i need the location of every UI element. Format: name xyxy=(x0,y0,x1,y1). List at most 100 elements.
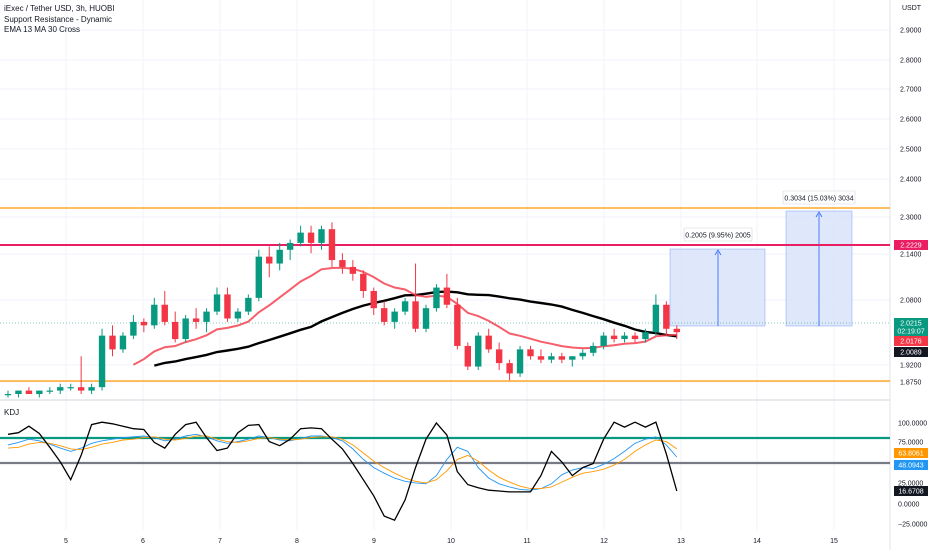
price-tick: 2.0800 xyxy=(900,298,922,305)
candle[interactable] xyxy=(307,225,315,254)
candle[interactable] xyxy=(652,294,660,336)
candle[interactable] xyxy=(454,297,461,350)
measure-box-2[interactable]: 0.3034 (15.03%) 3034 xyxy=(782,190,856,327)
candle[interactable] xyxy=(422,304,430,333)
candle[interactable] xyxy=(4,390,12,398)
candle[interactable] xyxy=(443,273,451,309)
candle-body xyxy=(25,390,33,395)
candle[interactable] xyxy=(381,301,388,326)
candle[interactable] xyxy=(548,352,555,364)
candle-body xyxy=(4,394,12,396)
kdj-d-line[interactable] xyxy=(7,435,678,490)
candle[interactable] xyxy=(318,225,325,250)
candle[interactable] xyxy=(213,287,221,316)
candle[interactable] xyxy=(119,332,127,353)
candle[interactable] xyxy=(631,332,639,343)
candle[interactable] xyxy=(130,315,137,340)
candle[interactable] xyxy=(642,328,649,343)
kdj-j-line[interactable] xyxy=(7,421,678,522)
candle[interactable] xyxy=(590,342,597,357)
candle[interactable] xyxy=(621,332,628,343)
candle-body xyxy=(370,290,377,309)
candle[interactable] xyxy=(57,383,64,395)
kdj-pane-title[interactable]: KDJ xyxy=(4,408,20,417)
candle[interactable] xyxy=(579,349,586,360)
candle[interactable] xyxy=(234,308,242,322)
candle[interactable] xyxy=(140,318,148,333)
candle[interactable] xyxy=(391,308,398,329)
candle[interactable] xyxy=(224,287,231,322)
candle-body xyxy=(172,321,179,340)
candle[interactable] xyxy=(527,345,534,360)
candle[interactable] xyxy=(485,328,492,353)
price-axis[interactable]: USDT 2.9000 2.8000 2.7000 2.6000 2.5000 2.4000… xyxy=(900,5,922,387)
kdj-k-line[interactable] xyxy=(7,433,678,491)
indicator-support-resistance[interactable]: Support Resistance - Dynamic xyxy=(4,14,113,24)
candle[interactable] xyxy=(15,390,22,398)
candle[interactable] xyxy=(370,287,377,316)
candle[interactable] xyxy=(328,222,336,267)
candle[interactable] xyxy=(663,301,670,336)
candle[interactable] xyxy=(401,297,409,316)
badge-bg xyxy=(894,336,928,346)
kdj-badge: 63.8061 xyxy=(894,448,928,458)
indicator-ema-ma-cross[interactable]: EMA 13 MA 30 Cross xyxy=(4,25,81,34)
candle[interactable] xyxy=(245,294,252,316)
ema13-line[interactable] xyxy=(132,266,677,366)
candle[interactable] xyxy=(464,342,471,370)
candle-body xyxy=(610,335,618,340)
candle[interactable] xyxy=(600,332,607,350)
candle[interactable] xyxy=(558,352,566,364)
candle[interactable] xyxy=(36,390,43,398)
candle[interactable] xyxy=(360,270,367,298)
badge-label: 2.0089 xyxy=(900,350,922,357)
candle[interactable] xyxy=(67,383,74,391)
candle[interactable] xyxy=(339,253,346,274)
candle[interactable] xyxy=(433,284,440,312)
kdj-lines[interactable] xyxy=(7,421,678,522)
candle[interactable] xyxy=(297,225,304,247)
candle[interactable] xyxy=(412,263,419,333)
candle-body xyxy=(318,229,325,243)
candle-body xyxy=(516,349,524,374)
candle[interactable] xyxy=(537,349,545,364)
candle[interactable] xyxy=(192,308,200,329)
candle[interactable] xyxy=(151,297,158,329)
candle[interactable] xyxy=(182,315,189,343)
kdj-axis[interactable]: 100.0000 75.0000 25.0000 0.0000 −25.0000 xyxy=(898,421,927,529)
candle[interactable] xyxy=(109,325,116,357)
time-axis[interactable]: 5 6 7 8 9 10 11 12 13 14 15 xyxy=(64,538,838,545)
candle[interactable] xyxy=(673,325,680,340)
candle[interactable] xyxy=(506,359,513,381)
candle[interactable] xyxy=(172,311,179,343)
candle[interactable] xyxy=(516,345,524,377)
candle[interactable] xyxy=(286,239,294,261)
candle[interactable] xyxy=(610,328,618,343)
candle[interactable] xyxy=(349,260,357,281)
symbol-title[interactable]: iExec / Tether USD, 3h, HUOBI xyxy=(4,4,115,13)
candle[interactable] xyxy=(475,332,482,370)
candle[interactable] xyxy=(495,342,503,370)
candle[interactable] xyxy=(266,246,273,278)
candle[interactable] xyxy=(255,249,262,302)
candle[interactable] xyxy=(276,242,283,271)
price-tick: 2.1400 xyxy=(900,252,922,259)
candle[interactable] xyxy=(203,308,210,333)
candle[interactable] xyxy=(98,328,106,391)
candle[interactable] xyxy=(88,383,95,395)
candle[interactable] xyxy=(161,290,168,326)
candle[interactable] xyxy=(46,387,53,395)
candle[interactable] xyxy=(569,356,576,367)
candles[interactable] xyxy=(4,222,680,398)
price-tick: 2.9000 xyxy=(900,28,922,35)
candle-body xyxy=(224,294,231,319)
measure-box-1[interactable]: 0.2005 (9.95%) 2005 xyxy=(669,227,766,327)
candle[interactable] xyxy=(25,387,33,395)
time-label: 6 xyxy=(141,538,145,545)
candle[interactable] xyxy=(77,356,85,395)
badge-bg xyxy=(894,448,928,458)
time-label: 11 xyxy=(523,538,530,545)
badge-bg xyxy=(894,460,928,470)
